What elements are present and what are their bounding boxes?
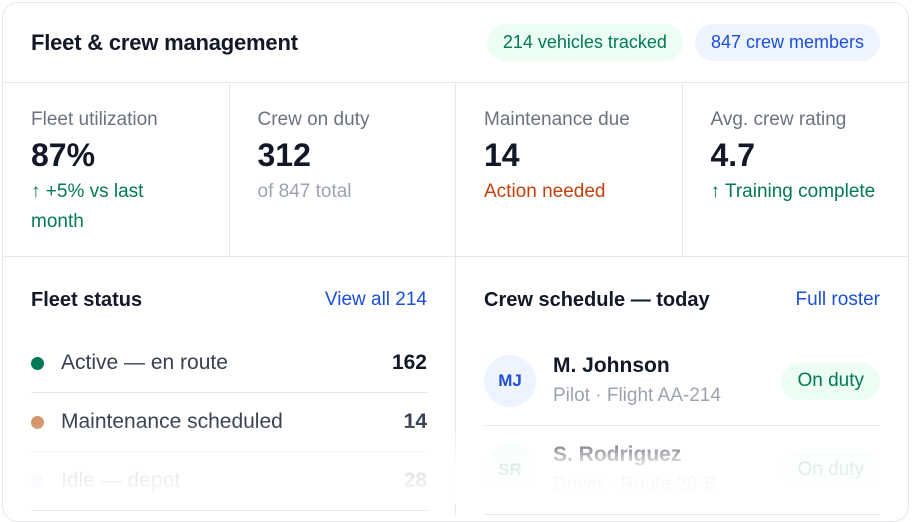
- status-badge: On duty: [781, 362, 880, 400]
- crew-role: Pilot · Flight AA-214: [553, 385, 721, 406]
- status-dot-icon: [31, 474, 44, 488]
- crew-name: M. Johnson: [553, 354, 670, 377]
- header-badges: 214 vehicles tracked 847 crew members: [486, 24, 880, 61]
- crew-info: M. Johnson Pilot · Flight AA-214: [553, 352, 781, 410]
- kpi-fleet-utilization: Fleet utilization 87% ↑ +5% vs last mont…: [3, 83, 230, 256]
- card-header: Fleet & crew management 214 vehicles tra…: [3, 3, 908, 83]
- crew-schedule-panel: Crew schedule — today Full roster MJ M. …: [456, 257, 908, 515]
- kpi-label: Crew on duty: [257, 109, 370, 130]
- avatar: MJ: [484, 355, 536, 407]
- kpi-value: 87%: [31, 137, 96, 173]
- page-title: Fleet & crew management: [31, 29, 298, 55]
- kpi-value: 312: [257, 137, 311, 173]
- status-badge: On duty: [781, 451, 880, 489]
- list-item[interactable]: Idle — depot 28: [31, 452, 427, 511]
- kpi-row: Fleet utilization 87% ↑ +5% vs last mont…: [3, 83, 908, 257]
- kpi-value: 14: [484, 137, 520, 173]
- status-count: 14: [403, 410, 427, 433]
- crew-info: S. Rodriguez Driver · Route 29-B: [553, 441, 781, 499]
- list-item[interactable]: SR S. Rodriguez Driver · Route 29-B On d…: [484, 426, 880, 515]
- status-label: Active — en route: [61, 351, 228, 374]
- status-dot-icon: [31, 356, 44, 370]
- kpi-label: Fleet utilization: [31, 109, 158, 130]
- avatar: SR: [484, 444, 536, 496]
- kpi-crew-on-duty: Crew on duty 312 of 847 total: [230, 83, 456, 256]
- fleet-status-panel: Fleet status View all 214 Active — en ro…: [3, 257, 456, 515]
- list-item[interactable]: Maintenance scheduled 14: [31, 393, 427, 452]
- kpi-subtext: of 847 total: [257, 181, 352, 202]
- fleet-status-list: Active — en route 162 Maintenance schedu…: [31, 334, 427, 511]
- panel-header: Crew schedule — today Full roster: [484, 285, 880, 315]
- vehicles-tracked-badge: 214 vehicles tracked: [486, 24, 683, 61]
- bottom-panels: Fleet status View all 214 Active — en ro…: [3, 257, 908, 515]
- fleet-status-title: Fleet status: [31, 288, 143, 311]
- kpi-trend: ↑ Training complete: [710, 181, 876, 202]
- status-label: Maintenance scheduled: [61, 410, 283, 433]
- panel-header: Fleet status View all 214: [31, 285, 427, 315]
- view-all-link[interactable]: View all 214: [324, 289, 427, 310]
- crew-role: Driver · Route 29-B: [553, 474, 717, 495]
- kpi-maintenance-due: Maintenance due 14 Action needed: [456, 83, 683, 256]
- crew-list: MJ M. Johnson Pilot · Flight AA-214 On d…: [484, 337, 880, 515]
- crew-members-badge: 847 crew members: [694, 24, 880, 61]
- crew-schedule-title: Crew schedule — today: [484, 288, 710, 311]
- kpi-trend: ↑ +5% vs last month: [31, 181, 144, 232]
- kpi-avg-crew-rating: Avg. crew rating 4.7 ↑ Training complete: [683, 83, 909, 256]
- crew-name: S. Rodriguez: [553, 443, 682, 466]
- status-count: 162: [391, 351, 427, 374]
- status-label: Idle — depot: [61, 469, 181, 492]
- status-dot-icon: [31, 415, 44, 429]
- full-roster-link[interactable]: Full roster: [795, 289, 880, 310]
- kpi-label: Maintenance due: [484, 109, 630, 130]
- kpi-alert: Action needed: [484, 181, 606, 202]
- list-item[interactable]: Active — en route 162: [31, 334, 427, 393]
- status-count: 28: [403, 469, 427, 492]
- list-item[interactable]: MJ M. Johnson Pilot · Flight AA-214 On d…: [484, 337, 880, 426]
- kpi-label: Avg. crew rating: [710, 109, 847, 130]
- kpi-value: 4.7: [710, 137, 755, 173]
